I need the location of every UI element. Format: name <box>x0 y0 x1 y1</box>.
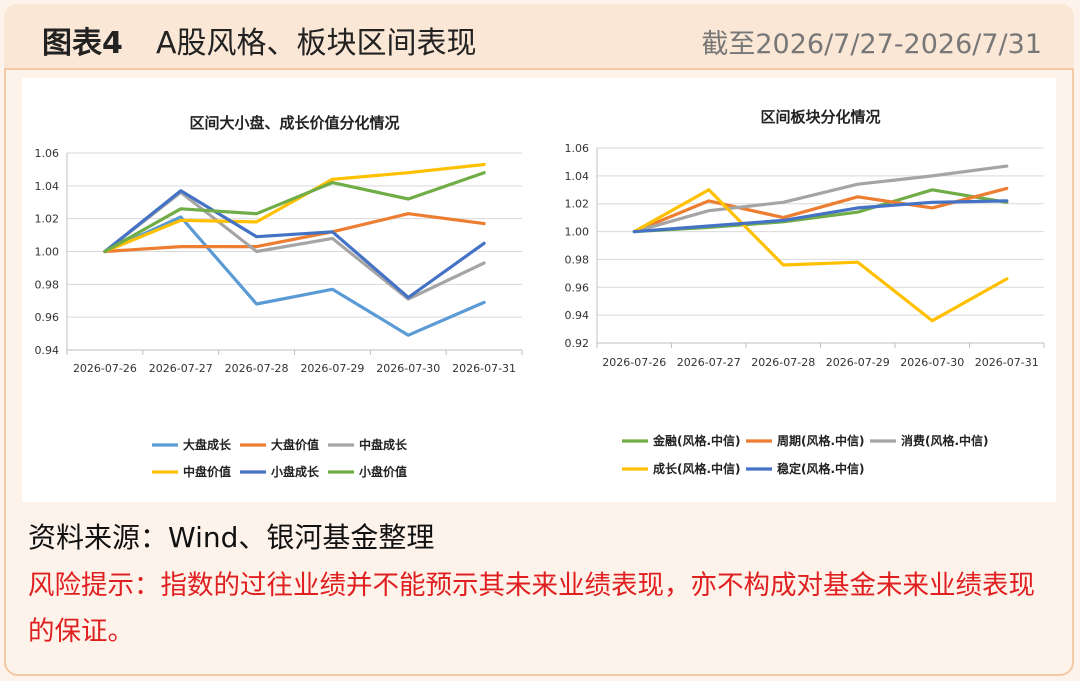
x-tick-label: 2026-07-31 <box>975 356 1039 369</box>
legend-label: 中盘成长 <box>359 437 408 452</box>
legend-label: 周期(风格.中信) <box>777 433 865 448</box>
chart-title: 区间板块分化情况 <box>760 108 880 126</box>
figure-header: 图表4 A股风格、板块区间表现 截至2026/7/27-2026/7/31 <box>4 4 1074 70</box>
y-tick-label: 1.06 <box>35 147 60 160</box>
data-source: 资料来源：Wind、银河基金整理 <box>28 521 435 554</box>
x-tick-label: 2026-07-26 <box>602 356 666 369</box>
series-line-6 <box>103 171 486 254</box>
y-tick-label: 1.02 <box>35 213 60 226</box>
series-line-2 <box>632 186 1009 234</box>
y-tick-label: 1.00 <box>35 246 60 259</box>
legend-label: 大盘价值 <box>271 437 319 452</box>
x-tick-label: 2026-07-29 <box>300 362 364 375</box>
legend-label: 消费(风格.中信) <box>901 433 989 448</box>
series-line-5 <box>632 199 1009 234</box>
series-line-4 <box>632 188 1009 323</box>
y-tick-label: 0.92 <box>565 337 590 350</box>
series-line-2 <box>103 212 486 254</box>
x-tick-label: 2026-07-26 <box>73 362 137 375</box>
legend-label: 小盘成长 <box>271 464 320 479</box>
x-tick-label: 2026-07-30 <box>900 356 964 369</box>
legend-label: 成长(风格.中信) <box>653 461 741 476</box>
series-line-5 <box>103 189 486 300</box>
chart-2: 区间板块分化情况 0.92 0.94 0.96 0.98 1.00 1.02 1.04 1.06… <box>565 108 1045 476</box>
y-tick-label: 0.98 <box>565 253 590 266</box>
chart-1: 区间大小盘、成长价值分化情况 0.94 0.96 0.98 1.00 1.02 1.04 1.… <box>35 114 523 479</box>
y-tick-label: 1.04 <box>35 180 60 193</box>
legend-label: 金融(风格.中信) <box>652 433 741 448</box>
series-line-1 <box>103 215 486 337</box>
x-tick-label: 2026-07-27 <box>677 356 741 369</box>
legend-label: 大盘成长 <box>183 437 232 452</box>
y-tick-label: 1.02 <box>565 198 590 211</box>
y-tick-label: 0.94 <box>35 344 60 357</box>
y-tick-label: 0.96 <box>565 281 590 294</box>
x-tick-label: 2026-07-28 <box>225 362 289 375</box>
date-range: 截至2026/7/27-2026/7/31 <box>701 29 1042 60</box>
chart-title: 区间大小盘、成长价值分化情况 <box>189 114 399 132</box>
y-tick-label: 1.00 <box>565 226 590 239</box>
y-tick-label: 0.94 <box>565 309 590 322</box>
charts-svg: 区间大小盘、成长价值分化情况 0.94 0.96 0.98 1.00 1.02 1.04 1.… <box>35 108 1045 479</box>
legend-label: 稳定(风格.中信) <box>777 461 865 476</box>
x-tick-label: 2026-07-29 <box>826 356 890 369</box>
charts-panel: 区间大小盘、成长价值分化情况 0.94 0.96 0.98 1.00 1.02 1.04 1.… <box>22 78 1056 502</box>
y-tick-label: 0.96 <box>35 311 60 324</box>
figure-title: A股风格、板块区间表现 <box>156 26 477 61</box>
y-tick-label: 0.98 <box>35 278 60 291</box>
figure-number: 图表4 <box>42 26 123 61</box>
series-line-3 <box>632 164 1009 234</box>
y-tick-label: 1.04 <box>565 170 590 183</box>
y-tick-label: 1.06 <box>565 142 590 155</box>
x-tick-label: 2026-07-30 <box>376 362 440 375</box>
x-tick-label: 2026-07-27 <box>149 362 213 375</box>
legend-label: 小盘价值 <box>359 464 407 479</box>
x-tick-label: 2026-07-31 <box>452 362 516 375</box>
legend-label: 中盘价值 <box>183 464 231 479</box>
x-tick-label: 2026-07-28 <box>751 356 815 369</box>
risk-warning: 风险提示：指数的过往业绩并不能预示其未来业绩表现，亦不构成对基金未来业绩表现的保… <box>28 570 1035 647</box>
series-line-1 <box>632 188 1009 234</box>
series-line-4 <box>103 162 486 254</box>
